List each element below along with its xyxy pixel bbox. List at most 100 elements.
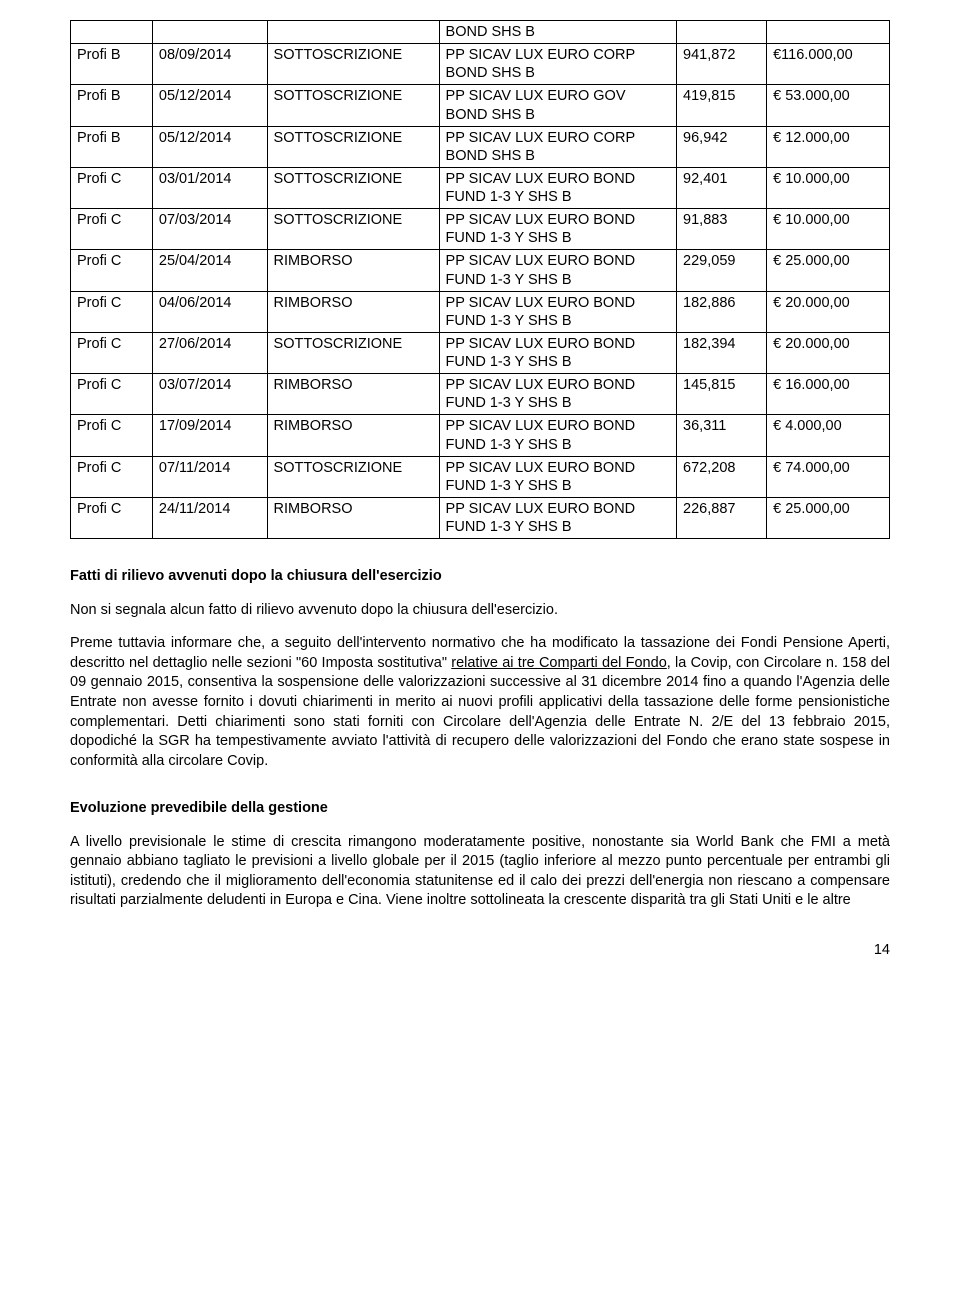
page-number: 14 bbox=[70, 941, 890, 961]
cell-date: 03/07/2014 bbox=[152, 374, 267, 415]
cell-desc: PP SICAV LUX EURO BOND FUND 1-3 Y SHS B bbox=[439, 209, 677, 250]
table-row: Profi C25/04/2014RIMBORSOPP SICAV LUX EU… bbox=[71, 250, 890, 291]
cell-amt: € 20.000,00 bbox=[767, 291, 890, 332]
cell-qty: 182,394 bbox=[677, 332, 767, 373]
cell-date: 03/01/2014 bbox=[152, 167, 267, 208]
table-row: Profi C17/09/2014RIMBORSOPP SICAV LUX EU… bbox=[71, 415, 890, 456]
cell-qty: 419,815 bbox=[677, 85, 767, 126]
table-row: Profi B05/12/2014SOTTOSCRIZIONEPP SICAV … bbox=[71, 85, 890, 126]
cell-amt: € 25.000,00 bbox=[767, 250, 890, 291]
cell-qty: 145,815 bbox=[677, 374, 767, 415]
table-row: Profi C27/06/2014SOTTOSCRIZIONEPP SICAV … bbox=[71, 332, 890, 373]
cell-type: SOTTOSCRIZIONE bbox=[267, 332, 439, 373]
para-no-fatti: Non si segnala alcun fatto di rilievo av… bbox=[70, 601, 890, 621]
cell-qty: 229,059 bbox=[677, 250, 767, 291]
cell-type: SOTTOSCRIZIONE bbox=[267, 456, 439, 497]
cell-qty: 182,886 bbox=[677, 291, 767, 332]
cell-qty: 96,942 bbox=[677, 126, 767, 167]
cell-amt: € 10.000,00 bbox=[767, 167, 890, 208]
table-row: Profi C07/03/2014SOTTOSCRIZIONEPP SICAV … bbox=[71, 209, 890, 250]
cell-profi: Profi C bbox=[71, 415, 153, 456]
cell-amt: € 20.000,00 bbox=[767, 332, 890, 373]
cell-type: RIMBORSO bbox=[267, 291, 439, 332]
cell-type bbox=[267, 21, 439, 44]
cell-date: 08/09/2014 bbox=[152, 44, 267, 85]
cell-date: 07/03/2014 bbox=[152, 209, 267, 250]
cell-date: 04/06/2014 bbox=[152, 291, 267, 332]
cell-date: 05/12/2014 bbox=[152, 85, 267, 126]
cell-date: 07/11/2014 bbox=[152, 456, 267, 497]
cell-desc: PP SICAV LUX EURO BOND FUND 1-3 Y SHS B bbox=[439, 332, 677, 373]
transactions-table: BOND SHS BProfi B08/09/2014SOTTOSCRIZION… bbox=[70, 20, 890, 539]
cell-desc: PP SICAV LUX EURO BOND FUND 1-3 Y SHS B bbox=[439, 497, 677, 538]
heading-fatti-rilievo: Fatti di rilievo avvenuti dopo la chiusu… bbox=[70, 567, 890, 587]
cell-type: RIMBORSO bbox=[267, 415, 439, 456]
heading-evoluzione: Evoluzione prevedibile della gestione bbox=[70, 799, 890, 819]
cell-amt: € 25.000,00 bbox=[767, 497, 890, 538]
cell-type: SOTTOSCRIZIONE bbox=[267, 167, 439, 208]
cell-type: RIMBORSO bbox=[267, 497, 439, 538]
cell-profi: Profi C bbox=[71, 167, 153, 208]
cell-desc: BOND SHS B bbox=[439, 21, 677, 44]
cell-type: SOTTOSCRIZIONE bbox=[267, 209, 439, 250]
cell-date: 24/11/2014 bbox=[152, 497, 267, 538]
cell-date: 05/12/2014 bbox=[152, 126, 267, 167]
cell-desc: PP SICAV LUX EURO CORP BOND SHS B bbox=[439, 126, 677, 167]
table-row: BOND SHS B bbox=[71, 21, 890, 44]
cell-desc: PP SICAV LUX EURO BOND FUND 1-3 Y SHS B bbox=[439, 456, 677, 497]
cell-desc: PP SICAV LUX EURO BOND FUND 1-3 Y SHS B bbox=[439, 291, 677, 332]
cell-qty bbox=[677, 21, 767, 44]
cell-amt: € 53.000,00 bbox=[767, 85, 890, 126]
cell-profi: Profi B bbox=[71, 44, 153, 85]
para-informare: Preme tuttavia informare che, a seguito … bbox=[70, 634, 890, 771]
cell-qty: 91,883 bbox=[677, 209, 767, 250]
cell-type: SOTTOSCRIZIONE bbox=[267, 85, 439, 126]
para-evoluzione: A livello previsionale le stime di cresc… bbox=[70, 833, 890, 911]
cell-desc: PP SICAV LUX EURO BOND FUND 1-3 Y SHS B bbox=[439, 250, 677, 291]
para-informare-post: , la Covip, con Circolare n. 158 del 09 … bbox=[70, 655, 890, 769]
cell-desc: PP SICAV LUX EURO CORP BOND SHS B bbox=[439, 44, 677, 85]
cell-profi: Profi C bbox=[71, 456, 153, 497]
cell-profi: Profi B bbox=[71, 126, 153, 167]
cell-profi: Profi C bbox=[71, 332, 153, 373]
table-row: Profi C04/06/2014RIMBORSOPP SICAV LUX EU… bbox=[71, 291, 890, 332]
cell-qty: 92,401 bbox=[677, 167, 767, 208]
table-row: Profi C03/07/2014RIMBORSOPP SICAV LUX EU… bbox=[71, 374, 890, 415]
cell-amt bbox=[767, 21, 890, 44]
cell-profi bbox=[71, 21, 153, 44]
cell-date bbox=[152, 21, 267, 44]
cell-amt: €116.000,00 bbox=[767, 44, 890, 85]
cell-amt: € 4.000,00 bbox=[767, 415, 890, 456]
cell-amt: € 10.000,00 bbox=[767, 209, 890, 250]
cell-date: 27/06/2014 bbox=[152, 332, 267, 373]
cell-type: RIMBORSO bbox=[267, 250, 439, 291]
cell-profi: Profi B bbox=[71, 85, 153, 126]
cell-type: SOTTOSCRIZIONE bbox=[267, 44, 439, 85]
cell-type: SOTTOSCRIZIONE bbox=[267, 126, 439, 167]
cell-desc: PP SICAV LUX EURO BOND FUND 1-3 Y SHS B bbox=[439, 167, 677, 208]
cell-desc: PP SICAV LUX EURO BOND FUND 1-3 Y SHS B bbox=[439, 415, 677, 456]
cell-profi: Profi C bbox=[71, 497, 153, 538]
cell-profi: Profi C bbox=[71, 250, 153, 291]
cell-type: RIMBORSO bbox=[267, 374, 439, 415]
cell-date: 25/04/2014 bbox=[152, 250, 267, 291]
cell-qty: 672,208 bbox=[677, 456, 767, 497]
cell-profi: Profi C bbox=[71, 374, 153, 415]
cell-qty: 941,872 bbox=[677, 44, 767, 85]
table-row: Profi B05/12/2014SOTTOSCRIZIONEPP SICAV … bbox=[71, 126, 890, 167]
table-row: Profi B08/09/2014SOTTOSCRIZIONEPP SICAV … bbox=[71, 44, 890, 85]
table-row: Profi C03/01/2014SOTTOSCRIZIONEPP SICAV … bbox=[71, 167, 890, 208]
cell-desc: PP SICAV LUX EURO BOND FUND 1-3 Y SHS B bbox=[439, 374, 677, 415]
cell-qty: 226,887 bbox=[677, 497, 767, 538]
cell-amt: € 16.000,00 bbox=[767, 374, 890, 415]
cell-desc: PP SICAV LUX EURO GOV BOND SHS B bbox=[439, 85, 677, 126]
cell-amt: € 12.000,00 bbox=[767, 126, 890, 167]
cell-amt: € 74.000,00 bbox=[767, 456, 890, 497]
table-row: Profi C07/11/2014SOTTOSCRIZIONEPP SICAV … bbox=[71, 456, 890, 497]
cell-profi: Profi C bbox=[71, 291, 153, 332]
page-container: BOND SHS BProfi B08/09/2014SOTTOSCRIZION… bbox=[0, 0, 960, 1001]
para-informare-underline: relative ai tre Comparti del Fondo bbox=[451, 655, 667, 671]
table-row: Profi C24/11/2014RIMBORSOPP SICAV LUX EU… bbox=[71, 497, 890, 538]
cell-profi: Profi C bbox=[71, 209, 153, 250]
cell-date: 17/09/2014 bbox=[152, 415, 267, 456]
